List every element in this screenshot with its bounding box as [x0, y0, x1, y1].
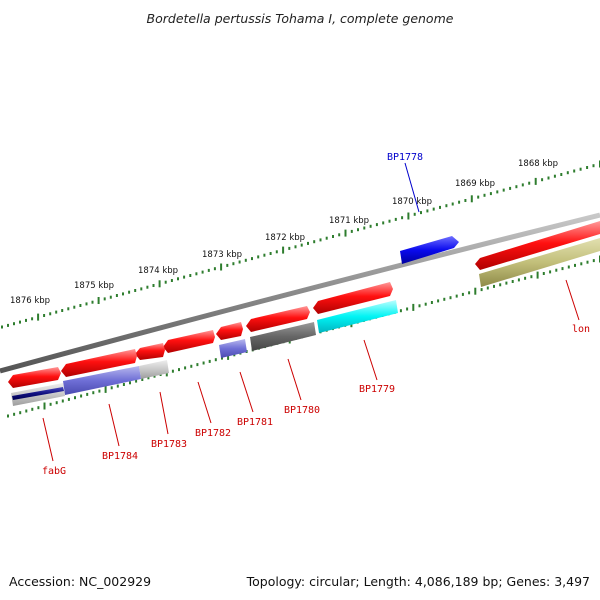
gene-label-lon[interactable]: lon: [572, 324, 590, 335]
gene-feature-bp1778[interactable]: [400, 236, 459, 264]
leader-line-bp1780: [287, 358, 302, 401]
genome-backbone: [0, 212, 600, 374]
gene-label-bp1784[interactable]: BP1784: [102, 451, 138, 462]
genome-summary-text: Topology: circular; Length: 4,086,189 bp…: [246, 574, 590, 589]
leader-line-bp1779: [363, 339, 378, 381]
leader-line-bp1783: [159, 391, 169, 435]
annotation-bar-fabg-inner: [12, 387, 64, 400]
gene-feature-fabg[interactable]: [8, 367, 61, 388]
annotation-track: [11, 238, 600, 406]
gene-feature-bp1782[interactable]: [163, 330, 215, 353]
outer-scale-ticks: [1, 160, 600, 329]
gene-feature-bp1784[interactable]: [61, 349, 137, 377]
annotation-bar-bp1783: [139, 360, 169, 379]
annotation-bar-bp1780: [250, 322, 316, 351]
scale-label-1871: 1871 kbp: [329, 216, 369, 226]
leader-line-bp1782: [197, 381, 212, 424]
gene-feature-bp1779[interactable]: [313, 282, 393, 314]
gene-label-bp1782[interactable]: BP1782: [195, 428, 231, 439]
scale-label-1870: 1870 kbp: [392, 197, 432, 207]
gene-label-bp1779[interactable]: BP1779: [359, 384, 395, 395]
scale-label-1876: 1876 kbp: [10, 296, 50, 306]
accession-text: Accession: NC_002929: [9, 574, 151, 589]
gene-label-bp1778[interactable]: BP1778: [387, 152, 423, 163]
gene-label-bp1781[interactable]: BP1781: [237, 417, 273, 428]
gene-label-bp1783[interactable]: BP1783: [151, 439, 187, 450]
gene-feature-bp1780[interactable]: [246, 306, 310, 332]
gene-feature-bp1781[interactable]: [216, 322, 243, 340]
scale-label-1868: 1868 kbp: [518, 159, 558, 169]
scale-label-1872: 1872 kbp: [265, 233, 305, 243]
scale-label-1873: 1873 kbp: [202, 250, 242, 260]
map-title: Bordetella pertussis Tohama I, complete …: [147, 11, 454, 26]
scale-label-1869: 1869 kbp: [455, 179, 495, 189]
leader-line-fabg: [42, 417, 54, 462]
annotation-bar-bp1781: [219, 339, 247, 358]
annotation-bar-lon: [479, 238, 600, 287]
scale-label-1875: 1875 kbp: [74, 281, 114, 291]
leader-line-lon: [565, 279, 580, 321]
annotation-bar-bp1784: [63, 366, 141, 395]
annotation-bar-bp1779: [317, 300, 398, 333]
gene-leader-lines: [42, 162, 580, 462]
gene-feature-lon[interactable]: [475, 221, 600, 270]
scale-label-1874: 1874 kbp: [138, 266, 178, 276]
leader-line-bp1784: [108, 403, 120, 447]
leader-line-bp1781: [239, 371, 254, 413]
forward-strand-track: [8, 221, 600, 388]
leader-line-bp1778: [404, 162, 420, 213]
gene-label-bp1780[interactable]: BP1780: [284, 405, 320, 416]
gene-label-fabg[interactable]: fabG: [42, 466, 66, 477]
gene-feature-bp1783[interactable]: [135, 343, 165, 360]
